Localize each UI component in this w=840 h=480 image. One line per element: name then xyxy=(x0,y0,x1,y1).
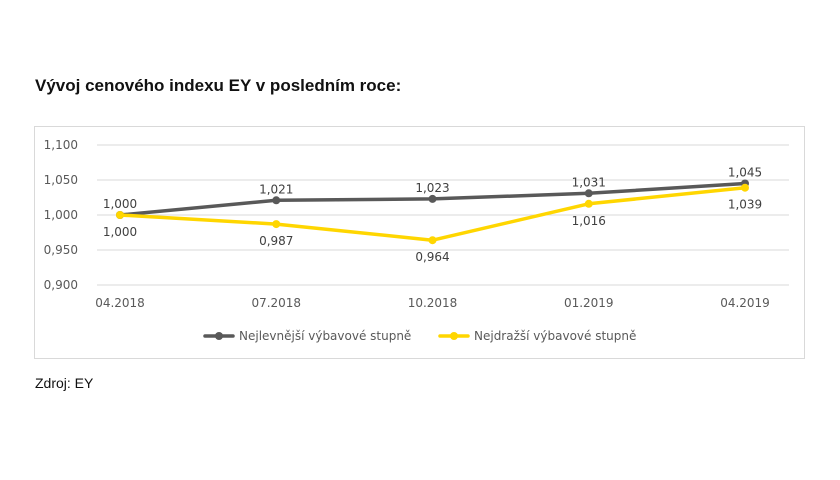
data-label: 0,987 xyxy=(259,234,293,248)
y-tick-label: 0,950 xyxy=(44,243,78,257)
data-label: 1,016 xyxy=(572,214,606,228)
data-label: 0,964 xyxy=(415,250,449,264)
data-label: 1,000 xyxy=(103,197,137,211)
y-tick-label: 1,100 xyxy=(44,138,78,152)
x-tick-label: 10.2018 xyxy=(408,296,458,310)
data-point xyxy=(584,199,593,208)
y-tick-label: 1,000 xyxy=(44,208,78,222)
data-point xyxy=(428,236,437,245)
x-tick-label: 04.2018 xyxy=(95,296,145,310)
data-point xyxy=(272,220,281,229)
data-label: 1,023 xyxy=(415,181,449,195)
legend-label-1: Nejlevnější výbavové stupně xyxy=(239,329,411,343)
data-label: 1,045 xyxy=(728,166,762,180)
x-tick-label: 07.2018 xyxy=(251,296,301,310)
data-point xyxy=(741,183,749,192)
data-point xyxy=(584,189,593,198)
legend-marker-1 xyxy=(215,332,223,340)
data-label: 1,039 xyxy=(728,198,762,212)
y-tick-label: 0,900 xyxy=(44,278,78,292)
x-tick-label: 04.2019 xyxy=(720,296,770,310)
chart-area: 0,900 0,950 1,000 1,050 1,100 04.2018 07.2018 1… xyxy=(34,126,805,359)
y-tick-label: 1,050 xyxy=(44,173,78,187)
legend-label-2: Nejdražší výbavové stupně xyxy=(474,329,636,343)
x-tick-label: 01.2019 xyxy=(564,296,614,310)
legend-marker-2 xyxy=(450,332,458,340)
data-point xyxy=(272,196,281,205)
data-label: 1,031 xyxy=(572,175,606,189)
data-point xyxy=(428,194,437,203)
line-chart: 0,900 0,950 1,000 1,050 1,100 04.2018 07.2018 1… xyxy=(44,138,789,343)
data-point xyxy=(116,211,124,219)
chart-title: Vývoj cenového indexu EY v posledním roc… xyxy=(35,76,402,95)
data-label: 1,021 xyxy=(259,182,293,196)
source-note: Zdroj: EY xyxy=(35,375,94,391)
data-label: 1,000 xyxy=(103,225,137,239)
